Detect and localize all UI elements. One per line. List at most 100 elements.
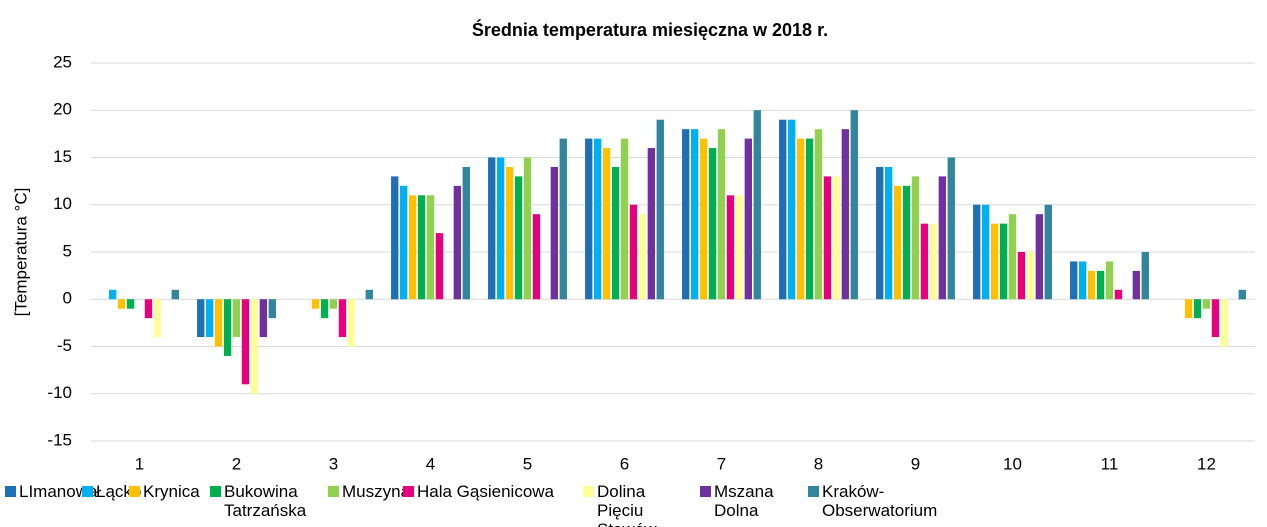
- bar: [1220, 299, 1229, 347]
- bar: [1026, 252, 1035, 300]
- bar: [876, 166, 884, 300]
- legend-swatch: [129, 486, 140, 497]
- y-tick-label: 25: [53, 52, 72, 71]
- x-tick-label: 10: [1003, 454, 1022, 473]
- legend-item: Krynica: [129, 482, 200, 501]
- bar: [126, 299, 135, 309]
- bar: [735, 195, 744, 300]
- bar: [329, 299, 338, 309]
- chart-title: Średnia temperatura miesięczna w 2018 r.: [472, 19, 828, 40]
- y-tick-label: -15: [47, 430, 72, 449]
- bar: [682, 129, 690, 300]
- bar: [1202, 299, 1211, 309]
- bar: [514, 176, 523, 300]
- legend-item: Muszyna: [328, 482, 411, 501]
- legend-swatch: [82, 486, 93, 497]
- bar: [796, 138, 805, 300]
- bar: [435, 233, 444, 300]
- bar: [1105, 261, 1114, 300]
- x-tick-label: 9: [911, 454, 920, 473]
- legend-item: Hala Gąsienicowa: [403, 482, 554, 501]
- legend-label: Muszyna: [342, 482, 411, 501]
- x-tick-label: 4: [426, 454, 435, 473]
- bar: [805, 138, 814, 300]
- bar: [602, 148, 611, 300]
- bar: [699, 138, 708, 300]
- y-tick-label: 0: [63, 289, 72, 308]
- bar: [453, 185, 462, 300]
- legend-label: Hala Gąsienicowa: [417, 482, 555, 501]
- bar: [779, 119, 787, 300]
- x-tick-label: 2: [232, 454, 241, 473]
- bar: [205, 299, 214, 338]
- x-tick-label: 3: [329, 454, 338, 473]
- legend-item: Mszana Dolna: [700, 482, 810, 520]
- bar: [717, 129, 726, 300]
- bar: [417, 195, 426, 300]
- bar: [1087, 270, 1096, 300]
- legend-swatch: [5, 486, 16, 497]
- bar: [496, 157, 505, 300]
- legend-label: Kraków-Obserwatorium: [822, 482, 938, 520]
- x-tick-label: 5: [523, 454, 532, 473]
- chart: Średnia temperatura miesięczna w 2018 r.…: [11, 19, 1255, 473]
- bar: [902, 185, 911, 300]
- y-axis-label: [Temperatura °C]: [11, 188, 30, 317]
- bar: [973, 204, 981, 300]
- bar: [814, 129, 823, 300]
- bar: [647, 148, 656, 300]
- bar: [629, 204, 638, 300]
- x-tick-label: 6: [620, 454, 629, 473]
- legend-label: Mszana Dolna: [714, 482, 774, 520]
- bar: [365, 289, 373, 300]
- bar: [1044, 204, 1052, 300]
- bar: [850, 110, 858, 300]
- bar: [832, 176, 841, 300]
- x-tick-label: 1: [135, 454, 144, 473]
- bar: [532, 214, 541, 300]
- y-tick-label: -5: [57, 336, 72, 355]
- bar: [1078, 261, 1087, 300]
- legend-swatch: [328, 486, 339, 497]
- bar: [550, 166, 559, 300]
- bar: [787, 119, 796, 300]
- bar: [250, 299, 259, 394]
- bar: [744, 138, 753, 300]
- bar: [990, 223, 999, 300]
- bar: [1017, 252, 1026, 300]
- bar: [171, 289, 179, 300]
- x-tick-label: 11: [1101, 454, 1119, 473]
- x-tick-label: 8: [814, 454, 823, 473]
- bar: [708, 148, 717, 300]
- bar: [893, 185, 902, 300]
- bar: [232, 299, 241, 338]
- bar: [920, 223, 929, 300]
- bar: [1114, 289, 1123, 300]
- bar: [593, 138, 602, 300]
- legend-swatch: [210, 486, 221, 497]
- x-tick-label: 12: [1197, 454, 1216, 473]
- bar: [523, 157, 532, 300]
- x-tick-label: 7: [717, 454, 726, 473]
- bar: [259, 299, 268, 338]
- bar: [638, 214, 647, 300]
- bar: [320, 299, 329, 319]
- bar: [426, 195, 435, 300]
- bar: [559, 138, 567, 300]
- legend-item: Dolina Pięciu Stawów: [583, 482, 693, 527]
- bar: [197, 299, 205, 338]
- bar: [999, 223, 1008, 300]
- y-tick-label: 15: [53, 147, 72, 166]
- bar: [938, 176, 947, 300]
- y-tick-label: -10: [47, 383, 72, 402]
- legend-item: Kraków-Obserwatorium: [808, 482, 937, 520]
- bar: [399, 185, 408, 300]
- bar: [488, 157, 496, 300]
- bar: [505, 166, 514, 300]
- bar: [241, 299, 250, 385]
- bar: [620, 138, 629, 300]
- bar: [391, 176, 399, 300]
- legend-item: Łącko: [82, 482, 141, 501]
- bar: [611, 166, 620, 300]
- legend-swatch: [583, 486, 594, 497]
